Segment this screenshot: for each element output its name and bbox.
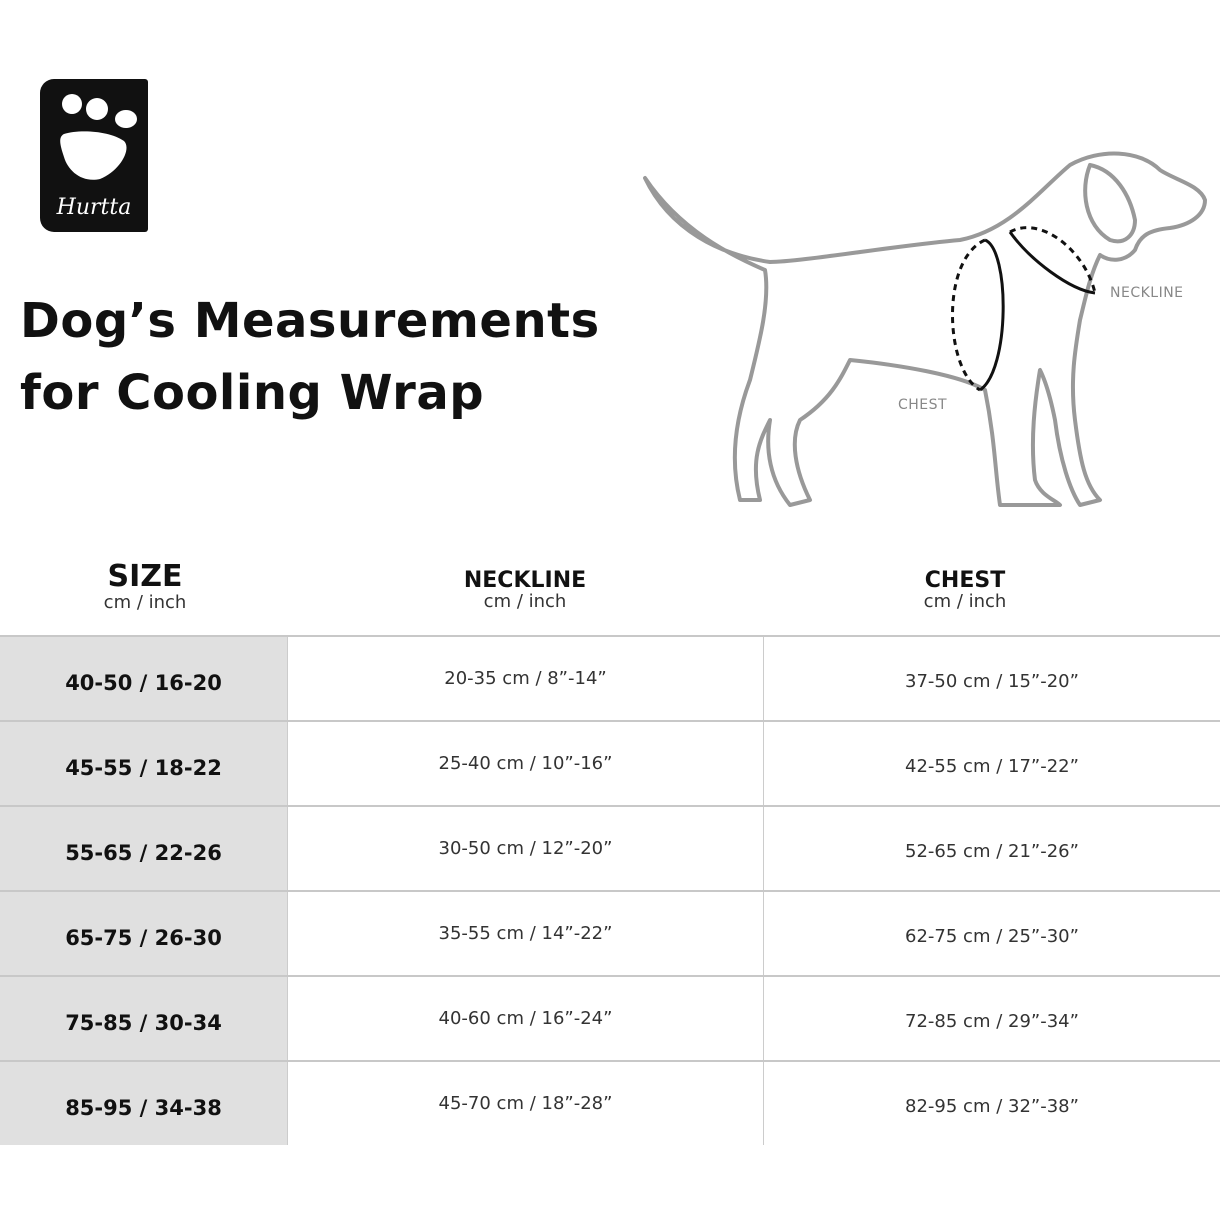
chest-cell: 72-85 cm / 29”-34”: [763, 977, 1220, 1060]
neckline-cell: 40-60 cm / 16”-24”: [287, 977, 763, 1060]
chest-cell: 42-55 cm / 17”-22”: [763, 722, 1220, 805]
header-size: SIZE cm / inch: [45, 559, 245, 614]
size-cell: 45-55 / 18-22: [0, 722, 287, 805]
chest-label: CHEST: [898, 397, 947, 413]
neckline-cell: 20-35 cm / 8”-14”: [287, 637, 763, 720]
table-row: 45-55 / 18-22 25-40 cm / 10”-16” 42-55 cm …: [0, 720, 1220, 805]
neckline-cell: 30-50 cm / 12”-20”: [287, 807, 763, 890]
header-chest: CHEST cm / inch: [865, 568, 1065, 612]
size-cell: 85-95 / 34-38: [0, 1062, 287, 1145]
logo-wordmark: Hurtta: [56, 195, 132, 220]
size-cell: 55-65 / 22-26: [0, 807, 287, 890]
header-unit: cm / inch: [923, 591, 1007, 612]
header-title: SIZE: [107, 559, 183, 594]
neckline-cell: 45-70 cm / 18”-28”: [287, 1062, 763, 1145]
neckline-measure-line: [1008, 231, 1096, 295]
header-title: CHEST: [924, 568, 1006, 593]
chest-measure-line: [979, 238, 1005, 392]
chest-cell: 82-95 cm / 32”-38”: [763, 1062, 1220, 1145]
table-row: 85-95 / 34-38 45-70 cm / 18”-28” 82-95 cm …: [0, 1060, 1220, 1145]
neckline-cell: 35-55 cm / 14”-22”: [287, 892, 763, 975]
table-row: 75-85 / 30-34 40-60 cm / 16”-24” 72-85 cm …: [0, 975, 1220, 1060]
size-table: 40-50 / 16-20 20-35 cm / 8”-14” 37-50 cm /…: [0, 635, 1220, 1145]
table-row: 55-65 / 22-26 30-50 cm / 12”-20” 52-65 cm …: [0, 805, 1220, 890]
neckline-label: NECKLINE: [1110, 285, 1184, 301]
title-line-1: Dog’s Measurements: [20, 293, 600, 349]
table-row: 40-50 / 16-20 20-35 cm / 8”-14” 37-50 cm /…: [0, 635, 1220, 720]
neckline-cell: 25-40 cm / 10”-16”: [287, 722, 763, 805]
header-unit: cm / inch: [483, 591, 567, 612]
header-title: NECKLINE: [463, 568, 587, 593]
paw-icon: Hurtta: [56, 94, 137, 220]
size-cell: 40-50 / 16-20: [0, 637, 287, 720]
page-title: Dog’s Measurements for Cooling Wrap: [20, 285, 600, 429]
dog-illustration: NECKLINE CHEST: [643, 151, 1207, 507]
size-cell: 65-75 / 26-30: [0, 892, 287, 975]
header-neckline: NECKLINE cm / inch: [425, 568, 625, 612]
chest-cell: 52-65 cm / 21”-26”: [763, 807, 1220, 890]
chest-cell: 62-75 cm / 25”-30”: [763, 892, 1220, 975]
size-cell: 75-85 / 30-34: [0, 977, 287, 1060]
hurtta-logo: Hurtta: [40, 79, 148, 232]
table-row: 65-75 / 26-30 35-55 cm / 14”-22” 62-75 cm …: [0, 890, 1220, 975]
chest-cell: 37-50 cm / 15”-20”: [763, 637, 1220, 720]
header-unit: cm / inch: [103, 592, 187, 613]
title-line-2: for Cooling Wrap: [20, 365, 485, 421]
